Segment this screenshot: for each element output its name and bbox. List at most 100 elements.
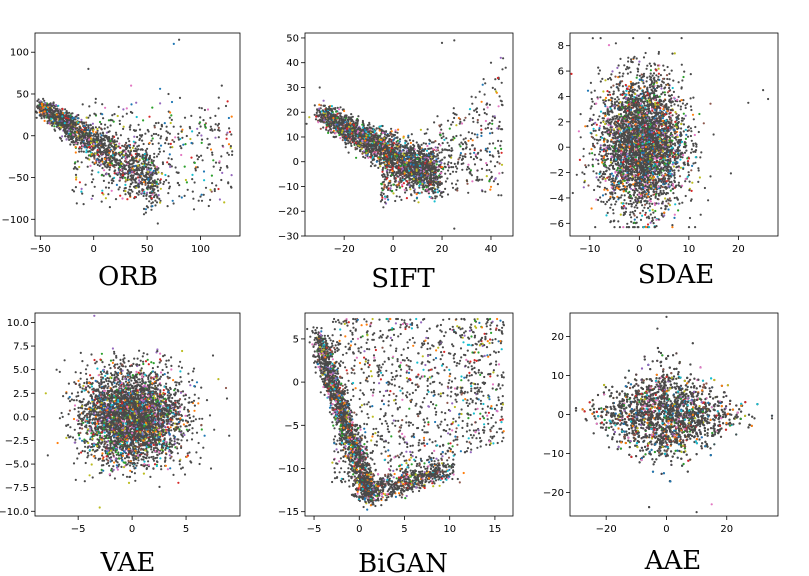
scatter-point bbox=[471, 132, 474, 135]
scatter-point bbox=[98, 155, 101, 158]
scatter-point bbox=[131, 190, 134, 193]
scatter-point bbox=[123, 160, 127, 163]
scatter-point bbox=[211, 129, 214, 132]
scatter-point bbox=[408, 159, 411, 162]
scatter-point bbox=[207, 143, 210, 146]
scatter-point bbox=[132, 129, 136, 132]
scatter-point bbox=[332, 114, 335, 117]
scatter-point bbox=[500, 147, 503, 150]
scatter-point bbox=[96, 143, 99, 146]
scatter-point bbox=[157, 189, 160, 192]
scatter-point bbox=[380, 191, 383, 194]
scatter-point bbox=[332, 123, 335, 126]
scatter-point bbox=[443, 138, 446, 141]
scatter-point bbox=[221, 171, 224, 174]
scatter-point bbox=[138, 128, 142, 131]
scatter-point bbox=[390, 135, 393, 138]
scatter-point bbox=[191, 190, 194, 193]
scatter-point bbox=[413, 166, 416, 169]
scatter-point bbox=[52, 102, 55, 105]
scatter-point bbox=[152, 169, 155, 172]
scatter-point bbox=[89, 134, 93, 137]
scatter-point bbox=[134, 172, 137, 175]
scatter-point bbox=[72, 133, 75, 136]
scatter-point bbox=[114, 152, 117, 156]
scatter-point bbox=[211, 153, 214, 156]
scatter-point bbox=[200, 134, 203, 137]
panel-title: ORB bbox=[98, 262, 158, 292]
scatter-point bbox=[63, 130, 66, 133]
scatter-point bbox=[98, 120, 102, 124]
scatter-point bbox=[390, 130, 393, 133]
scatter-point bbox=[470, 95, 473, 98]
scatter-point bbox=[190, 114, 193, 117]
scatter-point bbox=[64, 135, 67, 138]
scatter-point bbox=[367, 156, 370, 159]
scatter-point bbox=[102, 146, 105, 149]
scatter-point bbox=[191, 173, 194, 176]
scatter-point bbox=[209, 148, 213, 151]
x-tick-label: −50 bbox=[30, 244, 51, 255]
scatter-point bbox=[104, 186, 108, 189]
scatter-point bbox=[368, 150, 371, 153]
scatter-point bbox=[85, 121, 88, 124]
scatter-point bbox=[151, 137, 154, 140]
scatter-point bbox=[456, 167, 459, 170]
scatter-point bbox=[142, 181, 146, 184]
scatter-point bbox=[88, 105, 91, 108]
scatter-point bbox=[398, 151, 401, 155]
scatter-point bbox=[458, 156, 461, 159]
scatter-point bbox=[410, 181, 413, 184]
scatter-point bbox=[334, 107, 337, 110]
scatter-point bbox=[97, 158, 100, 161]
scatter-point bbox=[88, 158, 91, 161]
scatter-point bbox=[204, 186, 208, 189]
scatter-point bbox=[419, 156, 422, 159]
scatter-point bbox=[124, 193, 127, 196]
scatter-point bbox=[328, 117, 331, 120]
scatter-point bbox=[174, 166, 177, 169]
scatter-point bbox=[146, 191, 149, 194]
scatter-point bbox=[206, 108, 210, 111]
scatter-point bbox=[144, 174, 147, 177]
scatter-point bbox=[206, 146, 209, 149]
scatter-point bbox=[357, 127, 360, 130]
scatter-point bbox=[87, 128, 90, 132]
scatter-point bbox=[434, 197, 437, 200]
scatter-point bbox=[316, 108, 319, 111]
scatter-point bbox=[96, 163, 99, 166]
scatter-point bbox=[368, 126, 371, 129]
scatter-point bbox=[158, 150, 161, 153]
scatter-point bbox=[455, 134, 458, 138]
scatter-point bbox=[412, 182, 415, 185]
scatter-point bbox=[494, 88, 497, 91]
scatter-point bbox=[43, 119, 46, 122]
scatter-point bbox=[150, 197, 153, 200]
scatter-point bbox=[218, 198, 221, 201]
scatter-point bbox=[97, 133, 100, 136]
scatter-point bbox=[108, 130, 111, 133]
scatter-point bbox=[499, 99, 502, 102]
scatter-point bbox=[390, 127, 393, 130]
scatter-point bbox=[337, 131, 340, 135]
scatter-point bbox=[404, 139, 407, 142]
scatter-point bbox=[96, 127, 99, 131]
scatter-point bbox=[333, 120, 336, 123]
scatter-point bbox=[349, 133, 352, 136]
scatter-point bbox=[211, 182, 214, 185]
scatter-point bbox=[104, 123, 107, 126]
scatter-point bbox=[141, 188, 144, 191]
scatter-point bbox=[497, 150, 500, 153]
scatter-point bbox=[398, 140, 401, 143]
scatter-point bbox=[134, 185, 137, 188]
scatter-point bbox=[127, 166, 131, 169]
scatter-point bbox=[112, 179, 115, 183]
scatter-point bbox=[85, 123, 88, 126]
scatter-point bbox=[87, 116, 90, 119]
scatter-point bbox=[319, 113, 322, 116]
scatter-point bbox=[121, 197, 124, 200]
scatter-point bbox=[495, 90, 498, 93]
scatter-point bbox=[396, 175, 400, 178]
scatter-point bbox=[86, 135, 89, 138]
